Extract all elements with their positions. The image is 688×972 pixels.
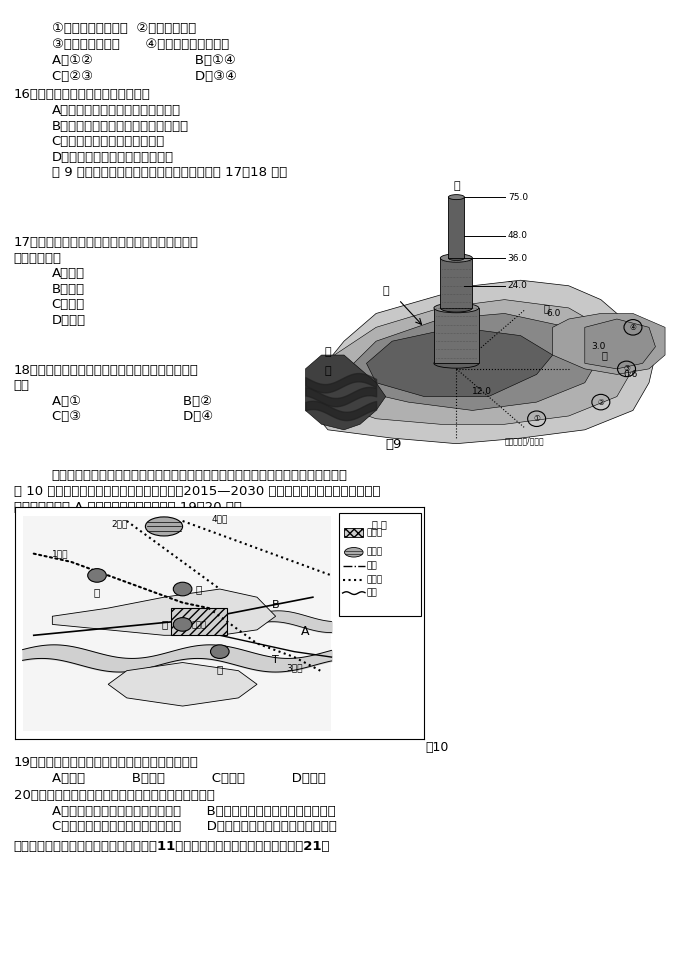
Bar [339,513,421,616]
Text: 图 10 是我国中部某城市的地鐵线路规划图（2015—2030 年），新中国成立以来，该城市: 图 10 是我国中部某城市的地鐵线路规划图（2015—2030 年），新中国成立… [14,485,380,498]
Text: 丁: 丁 [217,664,223,674]
Text: B．乙地: B．乙地 [52,283,85,295]
Text: D．推动人口平均年龄趋于年轻化: D．推动人口平均年龄趋于年轻化 [52,151,174,163]
Text: 甲: 甲 [94,588,100,598]
Text: 36.0: 36.0 [508,254,528,262]
Ellipse shape [434,303,479,313]
Text: 1号线: 1号线 [52,549,68,558]
FancyBboxPatch shape [449,197,464,258]
Text: 18．图中四条曲线中不能准确表示该城市主要街道: 18．图中四条曲线中不能准确表示该城市主要街道 [14,364,199,376]
Text: 48.0: 48.0 [508,231,528,240]
Text: C．②③                        D．③④: C．②③ D．③④ [52,70,237,83]
Polygon shape [321,299,633,424]
Text: 丙: 丙 [544,303,549,313]
Text: 75.0: 75.0 [508,192,528,201]
Circle shape [211,644,229,658]
Ellipse shape [434,359,479,368]
Text: 河: 河 [325,347,331,357]
Text: 飞机场: 飞机场 [367,548,383,557]
Polygon shape [367,328,552,397]
Text: 17．从城市功能区区位看，图中最可能形成高级住: 17．从城市功能区区位看，图中最可能形成高级住 [14,236,199,249]
Text: 城市地鐵是拉动城市发展的重要动力因素，地鐵线路的规划影响城市功能区的发展。: 城市地鐵是拉动城市发展的重要动力因素，地鐵线路的规划影响城市功能区的发展。 [52,469,347,482]
Text: C．③                        D．④: C．③ D．④ [52,410,213,423]
Text: 宅区的地点是: 宅区的地点是 [14,252,62,264]
Text: D．丁地: D．丁地 [52,314,86,327]
Text: A: A [301,625,310,639]
Text: A．甲地: A．甲地 [52,267,85,280]
Text: 20．关于该城市地鐵线路规划的合理性，正确的叙述是: 20．关于该城市地鐵线路规划的合理性，正确的叙述是 [14,789,215,802]
Polygon shape [552,313,665,374]
Text: ①户籍管理政策限制  ②城市吸引力弱: ①户籍管理政策限制 ②城市吸引力弱 [52,22,196,35]
Text: 图10: 图10 [425,741,449,753]
Text: 高铁站: 高铁站 [192,620,207,629]
Polygon shape [312,280,656,443]
Text: 乙: 乙 [383,287,389,296]
Polygon shape [305,355,386,430]
Polygon shape [585,319,656,368]
Text: C．丙地: C．丙地 [52,298,85,311]
Text: 的是: 的是 [14,379,30,392]
Bar [171,608,227,636]
Text: 铁路: 铁路 [367,562,378,571]
Text: 美国生猪养殖实行大规模工厂化生产。图11为美国部分农业带分布图，读图完成21～: 美国生猪养殖实行大规模工厂化生产。图11为美国部分农业带分布图，读图完成21～ [14,840,330,852]
Text: 0.6: 0.6 [623,370,638,379]
Polygon shape [108,663,257,706]
Text: 的主城区一直在 A 河流以北地区。读图完成 19～20 题。: 的主城区一直在 A 河流以北地区。读图完成 19～20 题。 [14,501,241,513]
Text: 火车站: 火车站 [367,528,383,538]
Ellipse shape [440,254,473,262]
Text: 6.0: 6.0 [546,309,561,318]
Circle shape [173,582,192,596]
Text: B．提高城市公共安全与养老保障能力: B．提高城市公共安全与养老保障能力 [52,120,189,132]
Text: B: B [272,600,279,610]
Text: 流: 流 [325,366,331,376]
Text: 丙: 丙 [162,619,168,630]
Text: A．①②                        B．①④: A．①② B．①④ [52,54,235,67]
Text: 3.0: 3.0 [591,342,605,351]
Text: C．减弱对周边地区的辐射作用: C．减弱对周边地区的辐射作用 [52,135,165,148]
Text: A．呈放射状分布，有利于城郊沟通      B．少跨越河流鐵路，节约建设投资: A．呈放射状分布，有利于城郊沟通 B．少跨越河流鐵路，节约建设投资 [52,805,335,817]
FancyBboxPatch shape [440,258,473,308]
Text: ③医疗卫生水平低      ④人口自然增长率偏低: ③医疗卫生水平低 ④人口自然增长率偏低 [52,38,229,51]
Circle shape [87,569,107,582]
Text: 图 9 为某城市土地租金分布示意图。读图完成 17～18 题。: 图 9 为某城市土地租金分布示意图。读图完成 17～18 题。 [52,166,287,179]
Text: 24.0: 24.0 [508,281,528,291]
Text: A．甲地           B．乙地           C．丙地           D．丁地: A．甲地 B．乙地 C．丙地 D．丁地 [52,772,325,784]
Text: ④: ④ [630,323,636,331]
FancyBboxPatch shape [434,308,479,364]
Text: 地铁线: 地铁线 [367,575,383,584]
Text: 4号线: 4号线 [212,514,228,523]
Text: 甲: 甲 [453,181,460,191]
Bar [345,528,363,538]
Text: 单位：万元/平方米: 单位：万元/平方米 [504,436,544,446]
Text: 图9: 图9 [385,438,402,451]
Text: 19．新中国成立以来，该城市的商业中心最可能在: 19．新中国成立以来，该城市的商业中心最可能在 [14,756,199,769]
Polygon shape [23,515,332,731]
Text: A．①                        B．②: A．① B．② [52,395,212,407]
Ellipse shape [449,256,464,260]
Polygon shape [354,313,601,410]
Ellipse shape [449,194,464,199]
Text: ②: ② [597,398,604,406]
Ellipse shape [440,304,473,312]
Text: 3号线: 3号线 [286,664,303,673]
Polygon shape [52,589,276,636]
Text: 乙: 乙 [195,584,202,594]
Circle shape [173,617,192,631]
Ellipse shape [345,547,363,557]
Text: 12.0: 12.0 [473,387,493,396]
Text: 16．户籍新政对西安市的主要影响是: 16．户籍新政对西安市的主要影响是 [14,88,151,101]
Text: C．沟通河流两岁，助推了跨江发展      D．多联络原有中心，方便交通出行: C．沟通河流两岁，助推了跨江发展 D．多联络原有中心，方便交通出行 [52,820,336,833]
Text: 丁: 丁 [601,350,607,360]
Text: ①: ① [533,414,540,423]
Text: T: T [272,654,279,665]
Text: 图 例: 图 例 [372,520,387,530]
Text: A．推动剩余劳动力向第一产业转移: A．推动剩余劳动力向第一产业转移 [52,104,181,117]
Text: 河流: 河流 [367,589,378,598]
Text: 2号线: 2号线 [111,519,127,529]
Text: ③: ③ [623,364,630,373]
Ellipse shape [145,517,182,536]
